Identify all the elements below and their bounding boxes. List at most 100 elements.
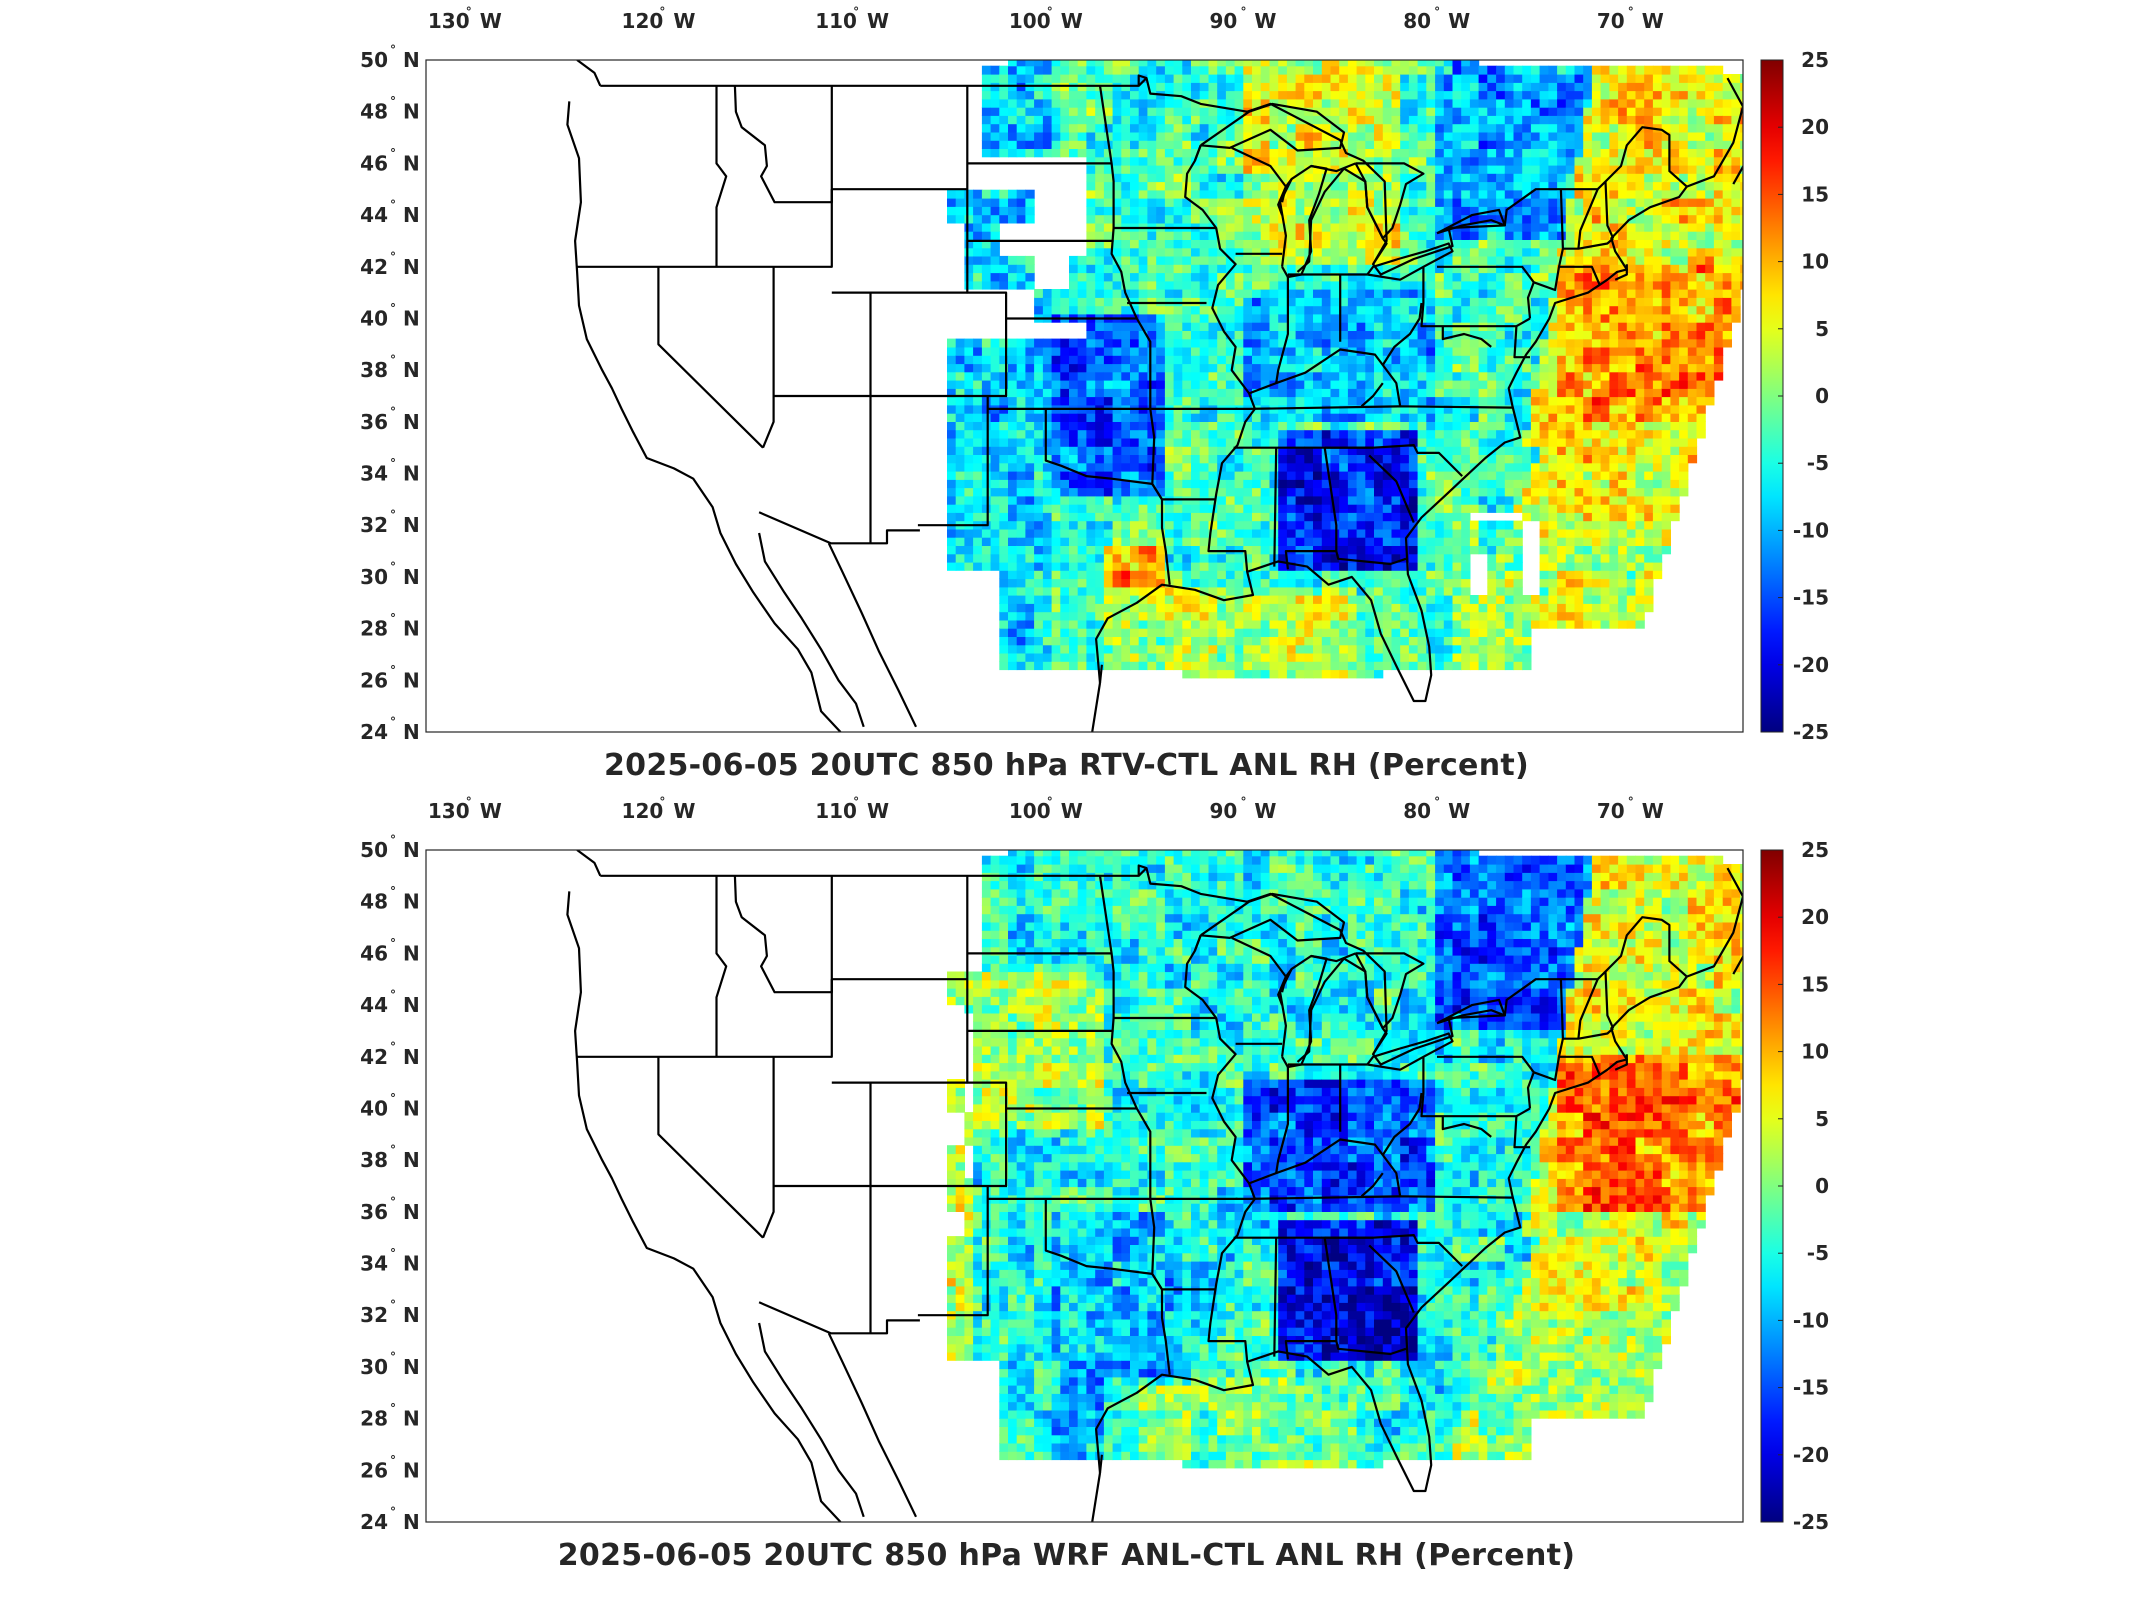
field-cell bbox=[1130, 74, 1140, 83]
field-cell bbox=[1069, 74, 1079, 83]
field-cell bbox=[1034, 60, 1044, 67]
field-cell bbox=[1208, 570, 1218, 580]
field-cell bbox=[1408, 255, 1419, 265]
field-cell bbox=[1557, 429, 1567, 439]
field-cell bbox=[1103, 164, 1114, 174]
field-cell bbox=[1269, 313, 1279, 323]
field-cell bbox=[1191, 363, 1201, 373]
field-cell bbox=[1461, 462, 1471, 472]
field-cell bbox=[964, 355, 974, 365]
field-cell bbox=[1103, 297, 1114, 307]
field-cell bbox=[1565, 504, 1576, 513]
field-cell bbox=[1112, 272, 1122, 282]
field-cell bbox=[1225, 586, 1236, 596]
field-cell bbox=[1252, 264, 1262, 274]
field-cell bbox=[1400, 561, 1410, 571]
field-cell bbox=[1487, 363, 1497, 373]
field-cell bbox=[1095, 603, 1105, 613]
field-cell bbox=[1321, 553, 1332, 563]
field-cell bbox=[1069, 595, 1079, 604]
field-cell bbox=[1234, 322, 1244, 331]
field-cell bbox=[1269, 346, 1279, 356]
field-cell bbox=[1304, 115, 1314, 125]
field-cell bbox=[1574, 413, 1584, 422]
field-cell bbox=[1304, 123, 1314, 133]
field-cell bbox=[1217, 363, 1227, 373]
field-cell bbox=[1051, 619, 1061, 629]
field-cell bbox=[1374, 628, 1384, 637]
field-cell bbox=[1374, 231, 1384, 240]
field-cell bbox=[1008, 371, 1018, 381]
field-cell bbox=[1225, 338, 1236, 348]
field-cell bbox=[1583, 603, 1593, 613]
field-cell bbox=[1008, 214, 1018, 224]
field-cell bbox=[1504, 90, 1515, 100]
field-cell bbox=[1069, 652, 1079, 662]
field-cell bbox=[1408, 214, 1419, 224]
field-cell bbox=[1530, 462, 1541, 472]
field-cell bbox=[1487, 644, 1497, 654]
field-cell bbox=[1164, 322, 1175, 331]
field-cell bbox=[1339, 528, 1349, 538]
field-cell bbox=[1051, 355, 1061, 365]
field-cell bbox=[1356, 181, 1366, 191]
field-cell bbox=[1208, 380, 1218, 389]
field-cell bbox=[1408, 140, 1419, 149]
field-cell bbox=[1042, 504, 1053, 513]
field-cell bbox=[1025, 528, 1035, 538]
field-cell bbox=[1016, 512, 1026, 522]
field-cell bbox=[990, 545, 1000, 555]
field-cell bbox=[1069, 297, 1079, 307]
field-cell bbox=[1112, 65, 1122, 75]
field-cell bbox=[1374, 561, 1384, 571]
field-cell bbox=[1504, 198, 1515, 207]
field-cell bbox=[1164, 231, 1175, 240]
field-cell bbox=[1408, 90, 1419, 100]
field-cell bbox=[1496, 305, 1506, 315]
field-cell bbox=[1313, 264, 1323, 274]
field-cell bbox=[981, 487, 992, 497]
field-cell bbox=[1478, 404, 1488, 414]
field-cell bbox=[1121, 206, 1131, 216]
field-cell bbox=[1400, 346, 1410, 356]
field-cell bbox=[1295, 355, 1305, 365]
field-cell bbox=[1182, 512, 1192, 522]
field-cell bbox=[1304, 479, 1314, 489]
field-cell bbox=[1051, 289, 1061, 298]
field-cell bbox=[1304, 297, 1314, 307]
field-cell bbox=[1391, 98, 1401, 108]
field-cell bbox=[1234, 164, 1244, 174]
field-cell bbox=[1356, 297, 1366, 307]
field-cell bbox=[1121, 98, 1131, 108]
field-cell bbox=[1147, 570, 1157, 580]
field-cell bbox=[1539, 413, 1549, 422]
field-cell bbox=[1069, 462, 1079, 472]
field-cell bbox=[1278, 504, 1288, 513]
field-cell bbox=[1478, 611, 1488, 621]
field-cell bbox=[1513, 164, 1523, 174]
field-cell bbox=[1086, 322, 1096, 331]
field-cell bbox=[1557, 380, 1567, 389]
field-cell bbox=[1077, 289, 1087, 298]
field-cell bbox=[1191, 446, 1201, 455]
field-cell bbox=[1304, 131, 1314, 141]
field-cell bbox=[1269, 578, 1279, 588]
field-cell bbox=[1347, 115, 1358, 125]
field-cell bbox=[1339, 98, 1349, 108]
field-cell bbox=[1461, 65, 1471, 75]
field-cell bbox=[1217, 264, 1227, 274]
field-cell bbox=[1252, 495, 1262, 505]
field-cell bbox=[1025, 421, 1035, 431]
field-cell bbox=[1217, 520, 1227, 530]
field-cell bbox=[1191, 107, 1201, 116]
field-cell bbox=[1339, 437, 1349, 447]
field-cell bbox=[1539, 479, 1549, 489]
field-cell bbox=[1173, 148, 1183, 158]
field-cell bbox=[1557, 611, 1567, 621]
field-cell bbox=[1513, 214, 1523, 224]
field-cell bbox=[1008, 346, 1018, 356]
field-cell bbox=[1295, 388, 1305, 398]
field-cell bbox=[1173, 462, 1183, 472]
field-cell bbox=[999, 189, 1009, 199]
field-cell bbox=[1103, 553, 1114, 563]
